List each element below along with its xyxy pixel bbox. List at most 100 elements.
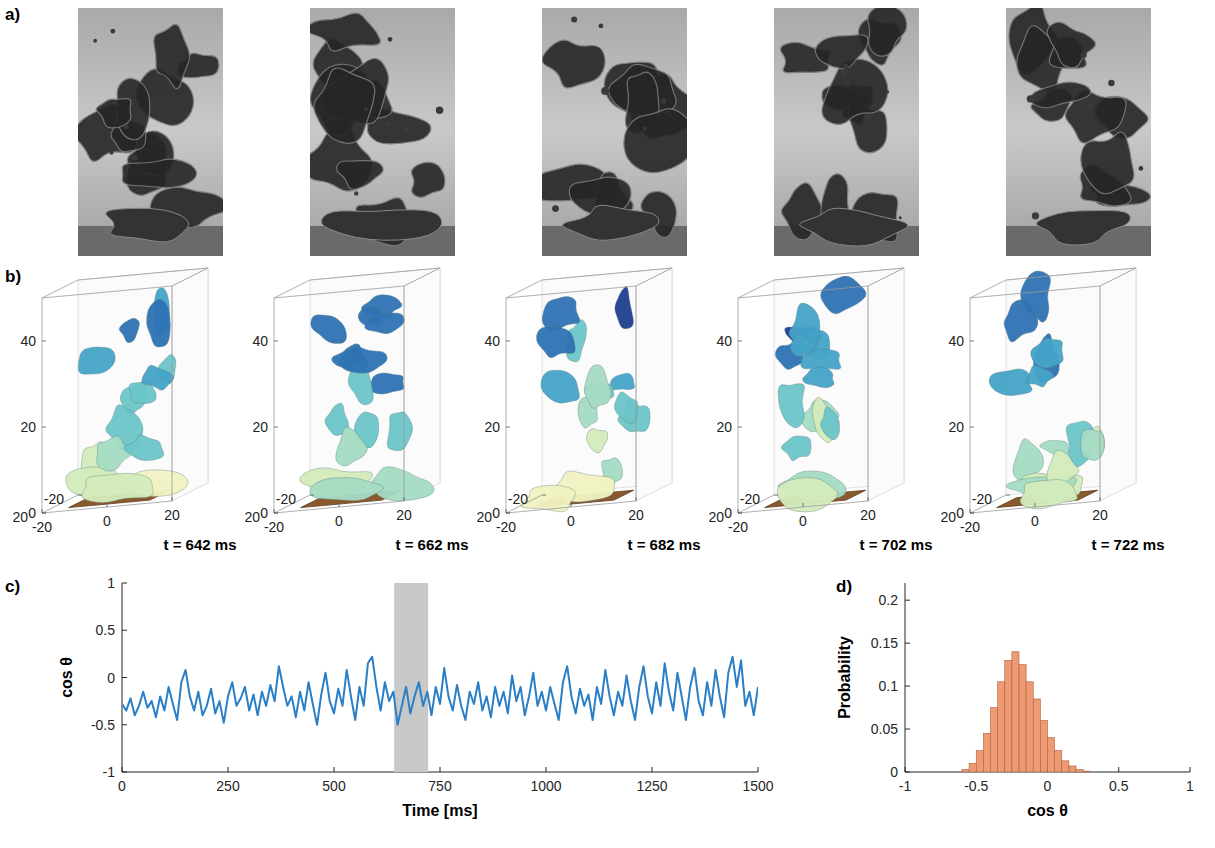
photo-bubble (1047, 22, 1095, 68)
side-pane (172, 268, 208, 501)
y-tick-label: -20 (44, 491, 64, 507)
x-tick-label: 0 (335, 513, 343, 529)
x-tick-label: 20 (164, 507, 180, 523)
y-tick-label: 0.1 (879, 678, 899, 694)
y-tick-label: -0.5 (91, 717, 115, 733)
x-tick (1100, 497, 1101, 501)
y-tick-label: 20 (12, 509, 28, 525)
bubble-surface (521, 485, 576, 512)
photo-bubble (310, 13, 380, 51)
photo-droplet (571, 17, 577, 23)
box-edge (42, 298, 43, 513)
histogram-bar (976, 751, 983, 772)
histogram-bar (1012, 652, 1019, 772)
frame-title: t = 722 ms (1092, 536, 1165, 553)
histogram-bar (1019, 665, 1026, 772)
x-tick (636, 497, 637, 501)
z-tick-label: 20 (484, 419, 500, 435)
bubble-surface (365, 313, 405, 334)
bubble-surface (142, 365, 174, 390)
bubble-surface (371, 467, 434, 501)
box-edge (868, 268, 904, 286)
y-tick-label: 0 (107, 670, 115, 686)
y-tick (506, 513, 510, 514)
side-pane (404, 268, 440, 501)
panel-label: c) (5, 577, 20, 596)
y-tick (122, 724, 127, 725)
x-tick (738, 509, 739, 513)
histogram-bar (1026, 682, 1033, 772)
photo-droplet (436, 106, 444, 114)
y-tick (905, 643, 910, 644)
x-tick (1035, 503, 1036, 507)
y-tick-label: 20 (476, 509, 492, 525)
box-edge (172, 268, 208, 286)
box-edge (868, 286, 869, 501)
histogram-bar (1040, 720, 1047, 772)
box-edge (1100, 286, 1101, 501)
z-tick (738, 427, 742, 428)
photo-droplet (886, 90, 889, 93)
bubble-surface (1004, 300, 1038, 342)
photo-bubble (800, 208, 908, 246)
bubble-surface (310, 478, 384, 501)
z-tick (42, 513, 46, 514)
bubble-surface (586, 428, 607, 453)
z-tick (42, 341, 46, 342)
histogram-bar (1062, 761, 1069, 772)
bubble-surface (97, 436, 132, 472)
x-tick-label: -20 (264, 519, 284, 535)
box-edge (274, 298, 275, 513)
bubble-surface (387, 412, 412, 451)
y-tick (905, 729, 910, 730)
photo-droplet (124, 125, 129, 130)
bubble-surface (821, 407, 840, 440)
y-tick (122, 630, 127, 631)
photo-droplet (364, 107, 368, 111)
x-tick (905, 767, 906, 772)
x-tick (42, 509, 43, 513)
box-edge (506, 298, 507, 513)
x-tick (274, 509, 275, 513)
y-tick (905, 772, 910, 773)
photo-droplet (1087, 104, 1093, 110)
box-edge (636, 286, 637, 501)
photo-droplet (354, 191, 358, 195)
y-tick-label: -1 (103, 764, 116, 780)
histogram-bar (991, 708, 998, 772)
x-tick (970, 509, 971, 513)
photo-droplet (864, 114, 871, 121)
z-tick-label: 40 (716, 333, 732, 349)
box-edge (1006, 268, 1136, 280)
box-edge (970, 298, 971, 513)
render-frame: 02040-20020-2020t = 702 ms (708, 268, 932, 553)
photo-bubble (337, 161, 384, 190)
photo-droplet (643, 127, 647, 131)
x-tick (404, 497, 405, 501)
x-tick-label: -20 (32, 519, 52, 535)
x-tick-label: 1000 (530, 778, 561, 794)
bubble-surface (536, 326, 575, 358)
y-tick (122, 677, 127, 678)
y-tick (905, 600, 910, 601)
figure: a)b)02040-20020-2020t = 642 ms02040-2002… (0, 0, 1215, 848)
bubble-surface (812, 398, 839, 443)
bubble-surface (1020, 480, 1077, 509)
photo-bubble (96, 99, 131, 128)
box-edge (42, 280, 78, 298)
box-edge (274, 286, 404, 298)
bubble-surface (615, 287, 634, 329)
photo-bubble (868, 8, 907, 56)
box-edge (1100, 268, 1136, 286)
photo-droplet (843, 64, 848, 69)
bubble-surface (803, 367, 835, 388)
photo-background (1006, 8, 1151, 256)
photo-bubble (154, 24, 190, 88)
photo-droplet (841, 70, 848, 77)
photo (78, 8, 223, 256)
photo-bubble (562, 205, 658, 240)
y-tick-label: 0.5 (96, 622, 116, 638)
z-tick (970, 427, 974, 428)
bubble-surface (78, 347, 115, 374)
y-tick (122, 772, 127, 773)
